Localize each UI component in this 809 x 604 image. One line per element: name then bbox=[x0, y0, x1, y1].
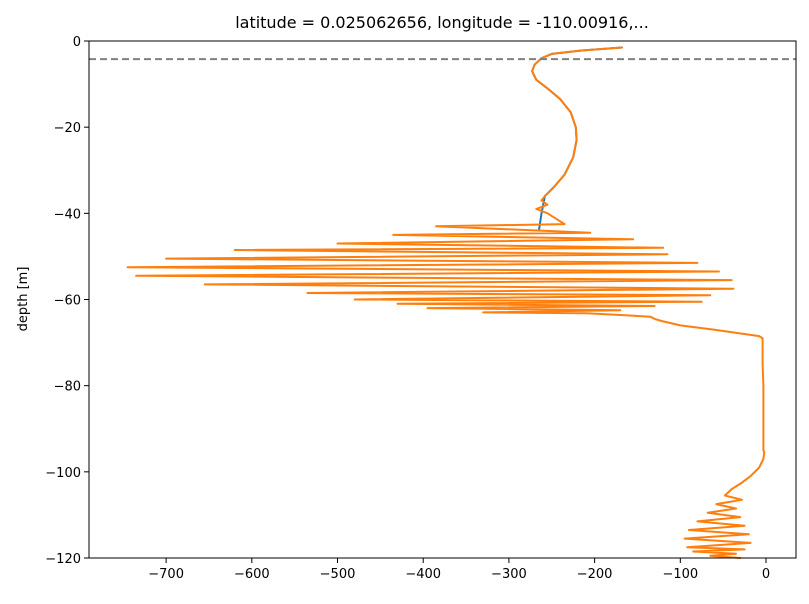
x-tick-label: −100 bbox=[662, 567, 698, 582]
y-tick-label: −80 bbox=[54, 380, 81, 395]
chart-ticks: −700 −600 −500 −400 −300 −200 −100 0 0 −20 −40 −60 −… bbox=[45, 35, 770, 582]
y-tick-label: −20 bbox=[54, 121, 81, 136]
y-tick-label: −60 bbox=[54, 294, 81, 309]
chart-title: latitude = 0.025062656, longitude = -110… bbox=[235, 13, 649, 32]
chart-marks bbox=[89, 46, 796, 559]
series-line-2 bbox=[126, 46, 766, 559]
y-tick-label: −120 bbox=[45, 552, 81, 567]
x-tick-label: −200 bbox=[577, 567, 613, 582]
x-tick-label: 0 bbox=[762, 567, 770, 582]
y-axis-label: depth [m] bbox=[16, 267, 31, 332]
x-tick-label: −500 bbox=[320, 567, 356, 582]
y-tick-label: −40 bbox=[54, 207, 81, 222]
y-tick-label: −100 bbox=[45, 466, 81, 481]
x-tick-label: −700 bbox=[148, 567, 184, 582]
x-tick-label: −600 bbox=[234, 567, 270, 582]
x-tick-label: −400 bbox=[405, 567, 441, 582]
y-tick-label: 0 bbox=[73, 35, 81, 50]
x-tick-label: −300 bbox=[491, 567, 527, 582]
